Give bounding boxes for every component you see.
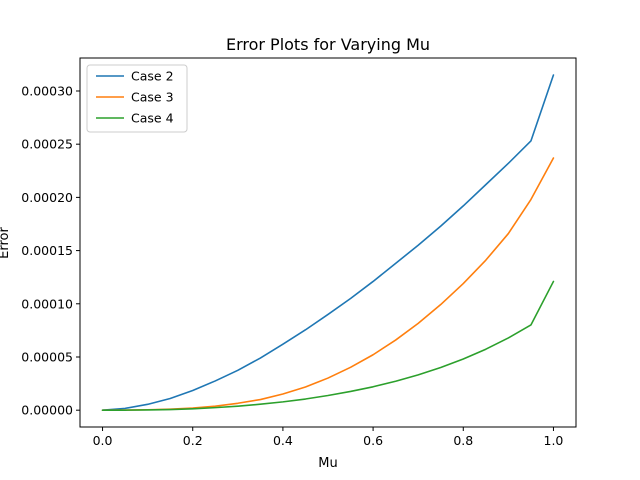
axes-frame — [79, 57, 577, 428]
x-tick-label: 0.0 — [93, 433, 113, 448]
y-tick-label: 0.00015 — [21, 243, 73, 258]
legend-label: Case 4 — [131, 111, 174, 126]
y-tick-label: 0.00020 — [21, 190, 73, 205]
legend-label: Case 2 — [131, 69, 174, 84]
y-axis: 0.00000 0.00005 0.00010 0.00015 0.00020 0.000… — [21, 83, 80, 418]
x-tick-label: 0.6 — [363, 433, 383, 448]
y-tick-label: 0.00005 — [21, 349, 73, 364]
x-tick-label: 0.2 — [183, 433, 203, 448]
x-tick-label: 0.4 — [273, 433, 293, 448]
series-line-case-2 — [101, 74, 555, 411]
x-axis-label: Mu — [318, 456, 337, 471]
legend-box — [86, 64, 188, 133]
legend-label: Case 3 — [131, 90, 174, 105]
legend: Case 2 Case 3 Case 4 — [86, 64, 188, 133]
series-line-case-3 — [101, 157, 555, 411]
chart-title: Error Plots for Varying Mu — [226, 35, 430, 54]
y-tick-label: 0.00000 — [21, 403, 73, 418]
y-axis-label: Error — [0, 227, 12, 259]
y-tick-label: 0.00030 — [21, 83, 73, 98]
plot-area — [101, 74, 555, 411]
y-tick-label: 0.00010 — [21, 296, 73, 311]
x-axis: 0.0 0.2 0.4 0.6 0.8 1.0 — [93, 427, 564, 448]
series-line-case-4 — [101, 280, 555, 411]
x-tick-label: 0.8 — [453, 433, 473, 448]
y-tick-label: 0.00025 — [21, 137, 73, 152]
x-tick-label: 1.0 — [544, 433, 564, 448]
